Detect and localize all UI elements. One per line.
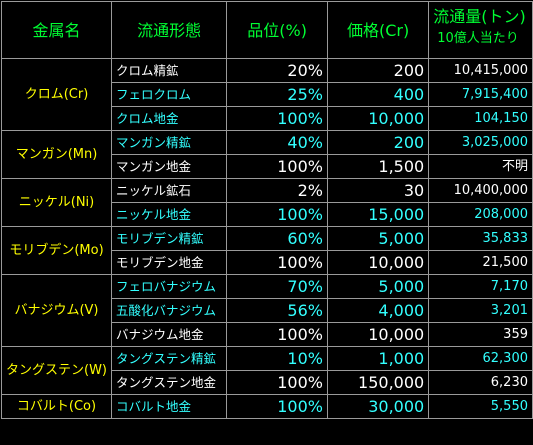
grade-cell: 100%: [226, 106, 328, 131]
header-form: 流通形態: [110, 1, 228, 59]
flow-cell: 7,170: [428, 274, 533, 299]
flow-cell: 208,000: [428, 202, 533, 227]
price-cell: 200: [326, 58, 430, 83]
flow-cell: 62,300: [428, 346, 533, 371]
flow-cell: 10,415,000: [428, 58, 533, 83]
header-metal: 金属名: [1, 1, 112, 59]
flow-cell: 3,201: [428, 298, 533, 323]
form-cell: クロム精鉱: [110, 58, 228, 83]
table-row: マンガン(Mn) マンガン精鉱 40% 200 3,025,000: [1, 130, 533, 179]
table-row: バナジウム地金 100% 10,000 359: [2, 322, 533, 347]
price-cell: 200: [326, 130, 430, 155]
metal-name-cell: バナジウム(V): [1, 274, 112, 347]
grade-cell: 56%: [226, 298, 328, 323]
price-cell: 400: [326, 82, 430, 107]
table-row: バナジウム(V) フェロバナジウム 70% 5,000 7,170: [1, 274, 533, 347]
header-flow-label: 流通量(トン): [433, 7, 526, 26]
table-row: タングステン(W) タングステン精鉱 10% 1,000 62,300: [1, 346, 533, 395]
grade-cell: 100%: [226, 202, 328, 227]
form-cell: 五酸化バナジウム: [110, 298, 228, 323]
form-cell: ニッケル鉱石: [110, 178, 228, 203]
grade-cell: 60%: [226, 226, 328, 251]
form-cell: タングステン地金: [110, 370, 228, 395]
table-row: コバルト(Co) コバルト地金 100% 30,000 5,550: [1, 394, 533, 419]
table-row: ニッケル(Ni) ニッケル鉱石 2% 30 10,400,000: [1, 178, 533, 227]
metal-name-cell: クロム(Cr): [1, 58, 112, 131]
flow-cell: 359: [428, 322, 533, 347]
flow-cell: 5,550: [428, 394, 533, 419]
grade-cell: 40%: [226, 130, 328, 155]
price-cell: 30: [326, 178, 430, 203]
form-cell: フェロクロム: [110, 82, 228, 107]
table-row: マンガン地金 100% 1,500 不明: [2, 154, 533, 179]
flow-cell: 21,500: [428, 250, 533, 275]
price-cell: 15,000: [326, 202, 430, 227]
form-cell: マンガン地金: [110, 154, 228, 179]
form-cell: クロム地金: [110, 106, 228, 131]
form-cell: フェロバナジウム: [110, 274, 228, 299]
metal-name-cell: ニッケル(Ni): [1, 178, 112, 227]
header-price: 価格(Cr): [326, 1, 430, 59]
grade-cell: 100%: [226, 250, 328, 275]
form-cell: コバルト地金: [110, 394, 228, 419]
flow-cell: 3,025,000: [428, 130, 533, 155]
grade-cell: 100%: [226, 394, 328, 419]
header-grade: 品位(%): [226, 1, 328, 59]
price-cell: 4,000: [326, 298, 430, 323]
form-cell: ニッケル地金: [110, 202, 228, 227]
price-cell: 1,000: [326, 346, 430, 371]
table-body: クロム(Cr) クロム精鉱 20% 200 10,415,000 フェロクロム 25% 400…: [1, 58, 533, 419]
flow-cell: 6,230: [428, 370, 533, 395]
table-row: フェロクロム 25% 400 7,915,400: [2, 82, 533, 107]
table-row: クロム地金 100% 10,000 104,150: [2, 106, 533, 131]
form-cell: バナジウム地金: [110, 322, 228, 347]
header-row: 金属名 流通形態 品位(%) 価格(Cr) 流通量(トン) 10億人当たり: [1, 1, 533, 59]
metal-name-cell: マンガン(Mn): [1, 130, 112, 179]
form-cell: マンガン精鉱: [110, 130, 228, 155]
header-flow: 流通量(トン) 10億人当たり: [428, 1, 533, 59]
flow-cell: 不明: [428, 154, 533, 179]
grade-cell: 10%: [226, 346, 328, 371]
table-row: モリブデン地金 100% 10,000 21,500: [2, 250, 533, 275]
flow-cell: 10,400,000: [428, 178, 533, 203]
grade-cell: 70%: [226, 274, 328, 299]
table-row: タングステン地金 100% 150,000 6,230: [2, 370, 533, 395]
price-cell: 5,000: [326, 274, 430, 299]
price-cell: 5,000: [326, 226, 430, 251]
grade-cell: 2%: [226, 178, 328, 203]
grade-cell: 100%: [226, 370, 328, 395]
grade-cell: 100%: [226, 154, 328, 179]
grade-cell: 20%: [226, 58, 328, 83]
flow-cell: 104,150: [428, 106, 533, 131]
table-row: 五酸化バナジウム 56% 4,000 3,201: [2, 298, 533, 323]
table-row: ニッケル地金 100% 15,000 208,000: [2, 202, 533, 227]
header-flow-unit: 10億人当たり: [437, 31, 519, 46]
form-cell: タングステン精鉱: [110, 346, 228, 371]
metal-name-cell: モリブデン(Mo): [1, 226, 112, 275]
grade-cell: 100%: [226, 322, 328, 347]
price-cell: 10,000: [326, 322, 430, 347]
price-cell: 10,000: [326, 250, 430, 275]
flow-cell: 7,915,400: [428, 82, 533, 107]
price-cell: 150,000: [326, 370, 430, 395]
price-cell: 1,500: [326, 154, 430, 179]
metal-distribution-table: 金属名 流通形態 品位(%) 価格(Cr) 流通量(トン) 10億人当たり クロ…: [1, 1, 533, 419]
table-row: モリブデン(Mo) モリブデン精鉱 60% 5,000 35,833: [1, 226, 533, 275]
price-cell: 10,000: [326, 106, 430, 131]
flow-cell: 35,833: [428, 226, 533, 251]
form-cell: モリブデン地金: [110, 250, 228, 275]
form-cell: モリブデン精鉱: [110, 226, 228, 251]
metal-name-cell: タングステン(W): [1, 346, 112, 395]
grade-cell: 25%: [226, 82, 328, 107]
price-cell: 30,000: [326, 394, 430, 419]
metal-name-cell: コバルト(Co): [1, 394, 112, 419]
table-row: クロム(Cr) クロム精鉱 20% 200 10,415,000: [1, 58, 533, 131]
